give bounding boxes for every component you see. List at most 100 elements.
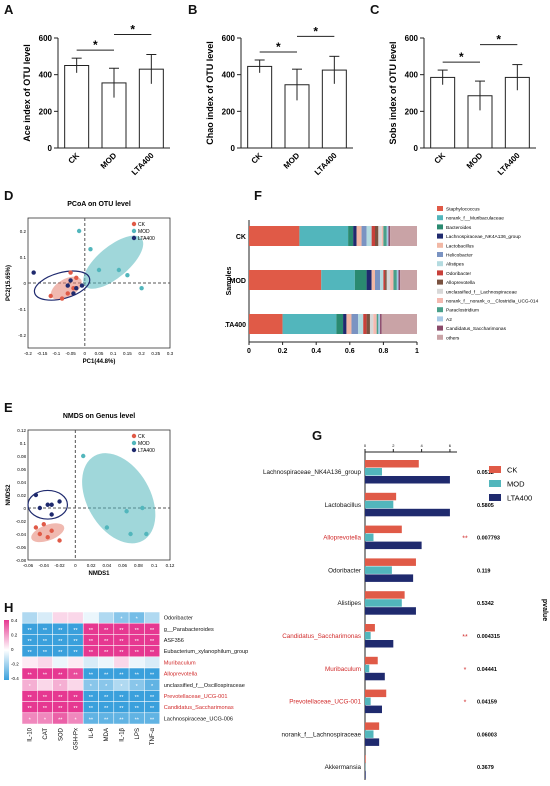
cell-star: * xyxy=(90,684,93,690)
cell-star: ** xyxy=(28,673,33,679)
x-tick-label: 4 xyxy=(420,443,423,448)
y-tick-label: 0 xyxy=(414,144,419,153)
bar-segment xyxy=(398,270,401,290)
x-tick-label: 0 xyxy=(247,348,251,355)
cell-star: ** xyxy=(119,639,124,645)
bar xyxy=(365,599,402,607)
bar xyxy=(365,468,382,476)
bar-segment xyxy=(383,226,387,246)
heatmap-cell xyxy=(21,656,38,669)
cell-star: ** xyxy=(73,628,78,634)
bar-segment xyxy=(351,314,359,334)
data-point xyxy=(59,296,65,301)
bar xyxy=(365,632,371,640)
cell-star: ** xyxy=(104,628,109,634)
x-tick-label: -0.1 xyxy=(53,351,61,356)
x-tick-label: LTA400 xyxy=(130,151,156,177)
data-point xyxy=(140,505,145,511)
row-label: Prevotellaceae_UCG-001 xyxy=(164,694,228,700)
ellipse-mod xyxy=(83,235,144,289)
y-tick-label: 0 xyxy=(23,506,26,511)
legend-swatch xyxy=(437,316,443,322)
chao-index-chart: 0 200 400 600 Chao index of OTU level CK MOD LT… xyxy=(205,24,353,177)
cell-star: ** xyxy=(104,706,109,712)
y-tick-label: -0.08 xyxy=(16,558,27,563)
panel-label-c: C xyxy=(370,2,380,17)
heatmap-cell xyxy=(113,656,130,669)
y-tick-label: 200 xyxy=(405,107,419,116)
sig-star: * xyxy=(464,667,467,674)
data-point xyxy=(68,270,73,275)
data-point xyxy=(45,535,50,540)
row-label: Candidatus_Saccharimonas xyxy=(164,705,234,711)
legend-marker xyxy=(131,447,137,453)
heatmap-cell xyxy=(98,656,115,669)
heatmap-cell xyxy=(82,656,99,669)
category-label: Alloprevotella xyxy=(323,535,361,542)
cell-star: ** xyxy=(43,706,48,712)
bar-segment xyxy=(386,226,389,246)
heatmap-cell xyxy=(67,611,84,624)
bar xyxy=(365,640,394,648)
bar xyxy=(365,476,450,484)
cell-star: ** xyxy=(28,706,33,712)
heatmap-cell xyxy=(37,656,53,669)
heatmap-cell xyxy=(52,611,69,624)
cell-star: ** xyxy=(104,639,109,645)
bar xyxy=(365,607,416,615)
bar xyxy=(365,460,419,468)
legend-label: MOD xyxy=(507,480,525,489)
cell-star: ** xyxy=(150,628,155,634)
ellipse-mod xyxy=(82,453,156,544)
x-tick-label: MOD xyxy=(99,151,119,171)
data-point xyxy=(79,283,85,288)
y-axis-label: Sobs index of OTU level xyxy=(388,41,398,144)
x-tick-label: LTA400 xyxy=(313,151,339,177)
x-tick-label: 0.4 xyxy=(311,348,321,355)
category-label: Candidatus_Saccharimonas xyxy=(282,633,361,640)
x-axis-label: NMDS1 xyxy=(88,571,110,577)
cell-star: * xyxy=(74,717,77,723)
bar xyxy=(365,624,375,632)
y-axis-label: PC2(15.65%) xyxy=(6,265,12,301)
p-value: 0.04159 xyxy=(477,700,497,706)
plot-frame xyxy=(27,429,171,561)
category-label: Alistipes xyxy=(338,600,361,607)
y-tick-label: 400 xyxy=(39,71,53,80)
bar xyxy=(365,541,422,550)
bar xyxy=(247,65,273,149)
data-point xyxy=(128,531,133,537)
y-tick-label: -0.06 xyxy=(16,545,27,550)
heatmap-cell xyxy=(52,656,69,669)
y-axis-label: Samples xyxy=(226,266,233,295)
x-tick-label: 0.06 xyxy=(118,563,127,568)
cell-star: * xyxy=(29,684,32,690)
legend-swatch xyxy=(437,242,443,248)
x-tick-label: LTA400 xyxy=(496,151,522,177)
legend-label: Odoribacter xyxy=(446,271,471,277)
cell-star: ** xyxy=(58,717,63,723)
cell-star: ** xyxy=(73,650,78,656)
cell-star: * xyxy=(59,684,62,690)
bar-segment xyxy=(358,314,364,334)
cell-star: ** xyxy=(89,717,94,723)
x-tick-label: 2 xyxy=(392,443,395,448)
data-point xyxy=(41,522,46,527)
x-tick-label: 0.08 xyxy=(134,563,143,568)
legend-label: MOD xyxy=(138,441,150,447)
legend-marker xyxy=(131,221,137,227)
bar-segment xyxy=(385,270,387,290)
cell-star: ** xyxy=(104,650,109,656)
legend-swatch xyxy=(437,307,443,313)
legend-label: norank_f__Muribaculaceae xyxy=(446,216,504,222)
legend-label: others xyxy=(446,335,460,341)
x-tick-label: CK xyxy=(250,151,265,166)
legend-label: A2 xyxy=(446,317,452,323)
x-tick-label: -0.02 xyxy=(54,563,65,568)
cell-star: ** xyxy=(43,650,48,656)
colorbar xyxy=(4,620,9,680)
x-tick-label: 0.02 xyxy=(87,563,96,568)
cell-star: ** xyxy=(119,650,124,656)
legend-swatch xyxy=(437,325,443,331)
bar-segment xyxy=(366,226,372,246)
